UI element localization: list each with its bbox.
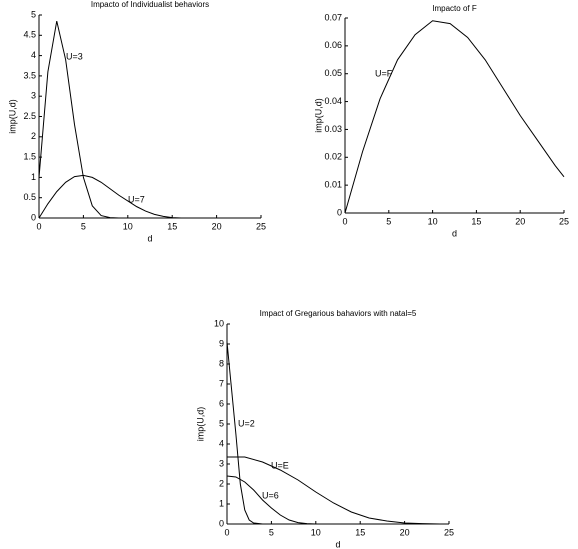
x-tick-label: 20 — [212, 221, 222, 231]
y-tick-label: 6 — [219, 398, 224, 408]
series-line — [38, 174, 182, 219]
y-tick-label: 5 — [219, 418, 224, 428]
series-line — [38, 20, 119, 219]
y-tick-label: 5 — [31, 9, 36, 19]
x-axis-label: d — [147, 233, 152, 243]
x-tick-label: 5 — [81, 221, 86, 231]
x-axis-label: d — [452, 228, 457, 238]
y-tick-label: 7 — [219, 378, 224, 388]
y-tick-label: 0 — [219, 518, 224, 528]
y-tick-label: 1.5 — [23, 151, 36, 161]
y-tick-label: 1 — [219, 498, 224, 508]
y-tick-label: 2.5 — [23, 111, 36, 121]
series-label: U=E — [271, 460, 289, 470]
y-tick-label: 4 — [219, 438, 224, 448]
x-tick-label: 15 — [167, 221, 177, 231]
y-tick-label: 0.07 — [324, 12, 342, 22]
y-tick-label: 0.03 — [324, 124, 342, 134]
series-line — [344, 20, 565, 214]
y-tick-label: 0.05 — [324, 68, 342, 78]
y-tick-label: 4.5 — [23, 30, 36, 40]
y-tick-label: 0.5 — [23, 192, 36, 202]
x-tick-label: 20 — [400, 527, 410, 537]
y-tick-label: 0.06 — [324, 40, 342, 50]
x-tick-label: 25 — [559, 216, 569, 226]
y-tick-label: 2 — [219, 478, 224, 488]
y-tick-label: 10 — [214, 318, 224, 328]
y-tick-label: 0.04 — [324, 96, 342, 106]
y-axis-label: imp(U,d) — [195, 407, 205, 442]
x-tick-label: 0 — [36, 221, 41, 231]
y-tick-label: 0.01 — [324, 180, 342, 190]
y-tick-label: 3.5 — [23, 70, 36, 80]
x-tick-label: 15 — [355, 527, 365, 537]
y-tick-label: 0.02 — [324, 152, 342, 162]
series-label: U=F — [375, 68, 393, 78]
series-line — [227, 456, 441, 525]
series-line — [226, 475, 316, 525]
series-label: U=2 — [238, 418, 255, 428]
y-tick-label: 3 — [219, 458, 224, 468]
x-tick-label: 5 — [269, 527, 274, 537]
x-tick-label: 0 — [342, 216, 347, 226]
x-tick-label: 10 — [428, 216, 438, 226]
series-label: U=6 — [262, 490, 279, 500]
y-tick-label: 3 — [31, 91, 36, 101]
x-tick-label: 5 — [386, 216, 391, 226]
y-tick-label: 0 — [337, 207, 342, 217]
y-axis-label: imp(U,d) — [7, 99, 17, 134]
x-tick-label: 25 — [444, 527, 454, 537]
series-label: U=7 — [128, 194, 145, 204]
series-line — [226, 341, 263, 525]
chart-title: Impacto of Individualist behaviors — [91, 0, 209, 9]
y-tick-label: 0 — [31, 212, 36, 222]
x-tick-label: 0 — [224, 527, 229, 537]
x-tick-label: 10 — [311, 527, 321, 537]
x-tick-label: 25 — [256, 221, 266, 231]
y-tick-label: 8 — [219, 358, 224, 368]
x-axis-label: d — [335, 539, 340, 549]
y-axis-label: imp(U,d) — [313, 98, 323, 133]
series-label: U=3 — [66, 51, 83, 61]
y-tick-label: 9 — [219, 338, 224, 348]
x-tick-label: 20 — [515, 216, 525, 226]
y-tick-label: 2 — [31, 131, 36, 141]
y-tick-label: 4 — [31, 50, 36, 60]
chart-title: Impacto of F — [432, 4, 477, 13]
x-tick-label: 10 — [123, 221, 133, 231]
chart-title: Impact of Gregarious bahaviors with nata… — [260, 309, 417, 318]
y-tick-label: 1 — [31, 172, 36, 182]
x-tick-label: 15 — [471, 216, 481, 226]
